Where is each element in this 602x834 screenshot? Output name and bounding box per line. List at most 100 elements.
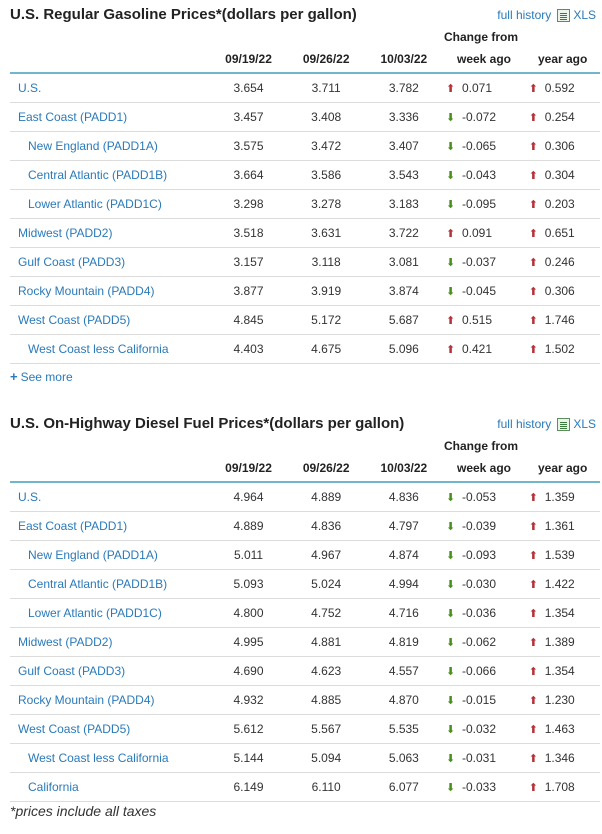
region-link[interactable]: New England (PADD1A) [10, 540, 210, 570]
region-link[interactable]: New England (PADD1A) [10, 131, 210, 161]
price-cell: 5.687 [365, 305, 443, 335]
region-link[interactable]: Gulf Coast (PADD3) [10, 247, 210, 277]
price-cell: 5.063 [365, 743, 443, 773]
week-change-cell: ⬇ -0.066 [442, 656, 526, 686]
table-row: Lower Atlantic (PADD1C) 3.298 3.278 3.183 ⬇ … [10, 189, 600, 219]
diesel-full-history-link[interactable]: full history [497, 417, 552, 431]
spreadsheet-icon[interactable] [557, 8, 571, 22]
region-link[interactable]: U.S. [10, 73, 210, 103]
date-column-header: 09/19/22 [209, 455, 288, 483]
arrow-down-icon: ⬇ [446, 112, 456, 124]
arrow-down-icon: ⬇ [446, 579, 456, 591]
year-change-cell: ⬆ 1.539 [525, 540, 600, 570]
table-row: East Coast (PADD1) 4.889 4.836 4.797 ⬇ -0.03… [10, 511, 600, 541]
region-link[interactable]: Gulf Coast (PADD3) [10, 656, 210, 686]
price-cell: 3.298 [209, 189, 288, 219]
region-link[interactable]: Central Atlantic (PADD1B) [10, 160, 210, 190]
price-cell: 4.870 [365, 685, 443, 715]
gasoline-table-body: U.S. 3.654 3.711 3.782 ⬆ 0.071 ⬆ 0.592 East Co… [10, 73, 600, 364]
arrow-up-icon: ⬆ [528, 170, 538, 182]
date-column-header: 09/26/22 [287, 455, 365, 483]
year-change-cell: ⬆ 1.361 [525, 511, 600, 541]
change-value: 1.502 [544, 342, 575, 356]
price-cell: 4.800 [209, 598, 288, 628]
arrow-down-icon: ⬇ [446, 550, 456, 562]
region-link[interactable]: Lower Atlantic (PADD1C) [10, 189, 210, 219]
arrow-down-icon: ⬇ [446, 492, 456, 504]
change-value: 1.346 [544, 751, 575, 765]
arrow-up-icon: ⬆ [528, 344, 538, 356]
year-change-cell: ⬆ 1.463 [525, 714, 600, 744]
see-more-link[interactable]: + See more [10, 369, 73, 384]
change-value: 0.306 [544, 139, 575, 153]
price-cell: 3.586 [287, 160, 365, 190]
price-cell: 3.157 [209, 247, 288, 277]
arrow-up-icon: ⬆ [528, 637, 538, 649]
year-ago-column-header: year ago [525, 455, 600, 483]
diesel-table-title: U.S. On-Highway Diesel Fuel Prices*(doll… [10, 415, 405, 432]
price-cell: 4.623 [287, 656, 365, 686]
arrow-down-icon: ⬇ [446, 782, 456, 794]
arrow-up-icon: ⬆ [528, 286, 538, 298]
year-change-cell: ⬆ 1.354 [525, 598, 600, 628]
gasoline-change-from-label: Change from [444, 30, 519, 44]
price-cell: 3.575 [209, 131, 288, 161]
week-change-cell: ⬇ -0.039 [442, 511, 526, 541]
region-link[interactable]: Rocky Mountain (PADD4) [10, 276, 210, 306]
arrow-up-icon: ⬆ [528, 315, 538, 327]
change-value: -0.032 [462, 722, 497, 736]
price-cell: 4.716 [365, 598, 443, 628]
price-cell: 3.543 [365, 160, 443, 190]
arrow-up-icon: ⬆ [528, 724, 538, 736]
diesel-xls-link[interactable]: XLS [573, 417, 596, 431]
diesel-links: full history XLS [497, 417, 596, 431]
table-row: New England (PADD1A) 5.011 4.967 4.874 ⬇ -0.… [10, 540, 600, 570]
change-value: 1.746 [544, 313, 575, 327]
region-link[interactable]: Lower Atlantic (PADD1C) [10, 598, 210, 628]
region-link[interactable]: East Coast (PADD1) [10, 102, 210, 132]
price-cell: 4.932 [209, 685, 288, 715]
arrow-up-icon: ⬆ [528, 521, 538, 533]
region-link[interactable]: California [10, 772, 210, 802]
region-link[interactable]: East Coast (PADD1) [10, 511, 210, 541]
region-link[interactable]: Central Atlantic (PADD1B) [10, 569, 210, 599]
price-cell: 4.836 [287, 511, 365, 541]
region-link[interactable]: U.S. [10, 482, 210, 512]
change-value: 1.359 [544, 490, 575, 504]
year-change-cell: ⬆ 0.651 [525, 218, 600, 248]
region-link[interactable]: West Coast (PADD5) [10, 714, 210, 744]
arrow-up-icon: ⬆ [528, 550, 538, 562]
week-change-cell: ⬇ -0.032 [442, 714, 526, 744]
change-value: 0.651 [544, 226, 575, 240]
price-cell: 5.535 [365, 714, 443, 744]
spreadsheet-icon[interactable] [557, 417, 571, 431]
price-cell: 5.096 [365, 334, 443, 364]
region-link[interactable]: West Coast (PADD5) [10, 305, 210, 335]
table-row: Rocky Mountain (PADD4) 4.932 4.885 4.870 ⬇ -… [10, 685, 600, 715]
arrow-up-icon: ⬆ [528, 782, 538, 794]
arrow-up-icon: ⬆ [528, 492, 538, 504]
region-link[interactable]: Rocky Mountain (PADD4) [10, 685, 210, 715]
arrow-down-icon: ⬇ [446, 521, 456, 533]
gasoline-xls-link[interactable]: XLS [573, 8, 596, 22]
gasoline-full-history-link[interactable]: full history [497, 8, 552, 22]
week-ago-column-header: week ago [442, 455, 526, 483]
region-link[interactable]: West Coast less California [10, 743, 210, 773]
price-cell: 6.110 [287, 772, 365, 802]
week-change-cell: ⬇ -0.043 [442, 160, 526, 190]
region-link[interactable]: Midwest (PADD2) [10, 218, 210, 248]
arrow-up-icon: ⬆ [528, 695, 538, 707]
region-link[interactable]: West Coast less California [10, 334, 210, 364]
region-column-header [10, 46, 210, 74]
arrow-up-icon: ⬆ [528, 608, 538, 620]
change-value: -0.066 [462, 664, 497, 678]
price-cell: 3.631 [287, 218, 365, 248]
table-row: West Coast (PADD5) 4.845 5.172 5.687 ⬆ 0.515… [10, 305, 600, 335]
price-cell: 6.077 [365, 772, 443, 802]
arrow-up-icon: ⬆ [446, 228, 456, 240]
arrow-up-icon: ⬆ [446, 315, 456, 327]
table-row: West Coast less California 4.403 4.675 5.09… [10, 334, 600, 364]
diesel-table-body: U.S. 4.964 4.889 4.836 ⬇ -0.053 ⬆ 1.359 East C… [10, 482, 600, 802]
region-link[interactable]: Midwest (PADD2) [10, 627, 210, 657]
year-change-cell: ⬆ 0.592 [525, 73, 600, 103]
